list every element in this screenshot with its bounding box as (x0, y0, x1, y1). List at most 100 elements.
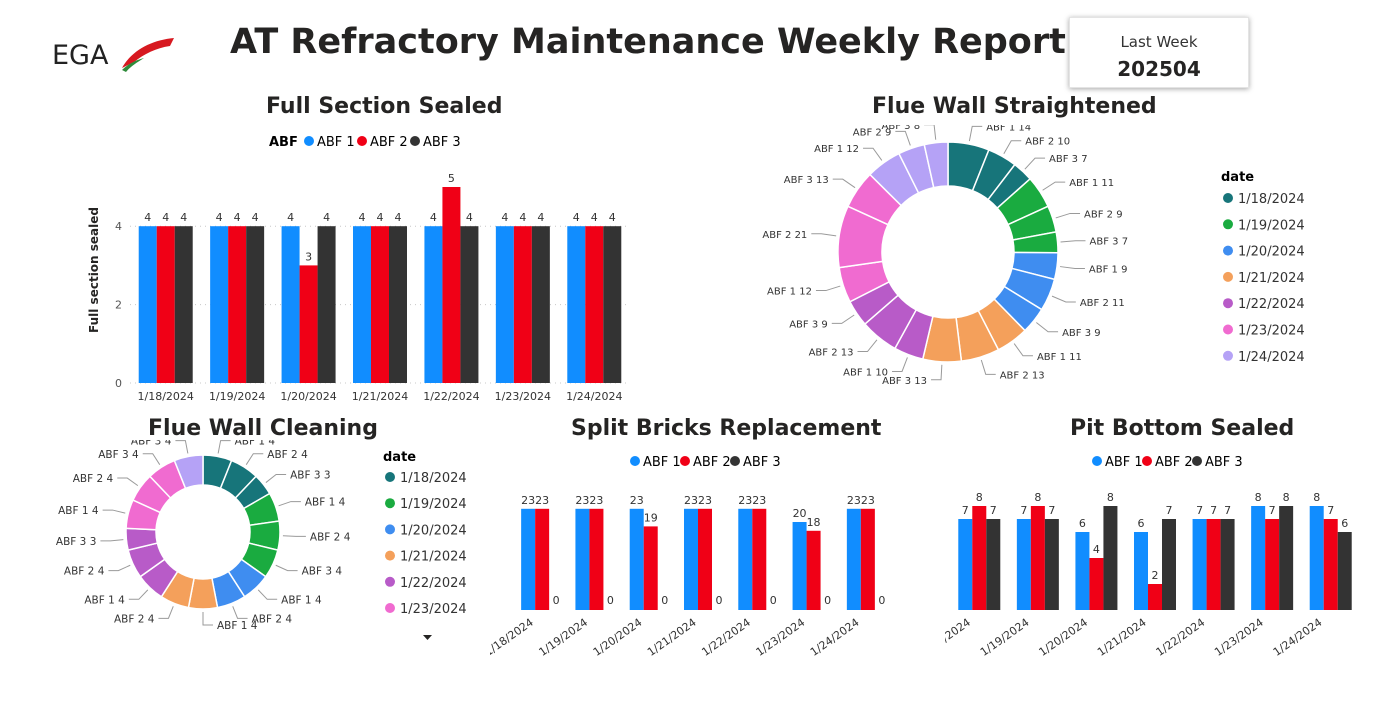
leader-line (857, 339, 878, 353)
leader-line (1024, 157, 1046, 170)
bar-abf2 (1148, 584, 1162, 610)
bar-abf2 (371, 226, 389, 383)
slice-label: ABF 2 13 (809, 348, 854, 359)
x-tick-label: 1/18/2024 (945, 616, 973, 659)
slice-label-category: ABF 1 (1089, 264, 1118, 275)
data-label: 4 (1093, 543, 1100, 556)
data-label: 4 (466, 211, 473, 224)
slice-label-value: 8 (914, 125, 920, 132)
split-bricks-replacement-title: Split Bricks Replacement (571, 416, 882, 441)
slice-label-value: 11 (1069, 352, 1082, 363)
bar-abf1 (424, 226, 443, 383)
slice-label-value: 11 (1101, 178, 1114, 189)
x-tick-label: 1/24/2024 (566, 390, 622, 403)
slice-label-value: 4 (118, 594, 125, 606)
data-label: 23 (847, 494, 861, 507)
legend-marker-date (1223, 271, 1233, 282)
data-label: 4 (162, 211, 169, 224)
leader-line (158, 606, 174, 619)
fwc-date-legend[interactable]: date 1/18/2024 1/19/2024 1/20/2024 1/21/202… (383, 450, 467, 617)
data-label: 4 (591, 211, 598, 224)
legend-marker-abf1 (304, 136, 314, 146)
donut-slice (923, 141, 949, 189)
legend-marker-date (385, 550, 395, 561)
bar-abf3 (389, 226, 407, 383)
data-label: 23 (589, 494, 603, 507)
x-tick-label: 1/18/2024 (490, 616, 536, 659)
flue-wall-cleaning-title: Flue Wall Cleaning (148, 416, 378, 441)
slice-label-category: ABF 1 (843, 367, 872, 378)
leader-line (102, 509, 126, 514)
slice-label: ABF 2 9 (853, 127, 892, 138)
data-label: 20 (793, 507, 807, 520)
slice-label-value: 7 (1081, 154, 1087, 165)
bar-abf1 (738, 508, 753, 610)
bar-abf1 (1309, 506, 1324, 610)
slice-label-value: 4 (344, 531, 351, 543)
bar-abf1 (495, 226, 514, 383)
bar-abf1 (521, 508, 536, 610)
slice-label-value: 3 (324, 470, 331, 482)
legend-label-abf1: ABF 1 (643, 455, 681, 470)
data-label: 4 (252, 211, 259, 224)
fwc-legend-title: date (383, 450, 416, 465)
slice-label-value: 4 (148, 613, 155, 625)
data-label: 0 (553, 594, 560, 607)
slice-label-category: ABF 2 (252, 613, 282, 625)
slice-label: ABF 3 7 (1049, 154, 1088, 165)
bar-abf2 (1206, 519, 1221, 610)
slice-label-value: 4 (335, 566, 342, 578)
bar-abf1 (575, 508, 590, 610)
legend-marker-date (1223, 245, 1233, 256)
legend-label-date: 1/22/2024 (400, 576, 467, 591)
bar-abf1 (1134, 532, 1148, 610)
bar-abf2 (1265, 519, 1280, 610)
slice-label-category: ABF 1 (1037, 352, 1066, 363)
legend-scroll-down-icon[interactable] (423, 635, 432, 640)
leader-line (1036, 322, 1059, 333)
data-label: 4 (359, 211, 366, 224)
slice-label: ABF 2 13 (1000, 370, 1045, 381)
pbs-legend[interactable]: ABF 1 ABF 2 ABF 3 (1092, 455, 1243, 470)
slice-label-category: ABF 3 (882, 125, 911, 132)
fws-legend-title: date (1221, 170, 1254, 185)
x-tick-label: 1/19/2024 (209, 390, 265, 403)
legend-title-abf: ABF (269, 135, 298, 150)
slice-label-value: 4 (339, 497, 346, 509)
period-label: Last Week (1120, 33, 1198, 51)
full-section-sealed-chart: ABF ABF 1 ABF 2 ABF 3 Full section seale… (87, 135, 630, 403)
fss-legend[interactable]: ABF ABF 1 ABF 2 ABF 3 (269, 135, 461, 150)
pit-bottom-sealed-chart: ABF 1 ABF 2 ABF 3 7871/18/20247871/19/20… (945, 455, 1352, 659)
leader-line (278, 501, 301, 507)
slice-label-value: 7 (1122, 237, 1128, 248)
leader-line (831, 314, 855, 324)
ega-logo: EGA (52, 32, 182, 76)
legend-label-abf2: ABF 2 (370, 135, 408, 150)
legend-label-abf3: ABF 3 (1205, 455, 1243, 470)
bar-abf2 (156, 226, 175, 383)
slice-label-value: 9 (1121, 264, 1127, 275)
period-value: 202504 (1117, 57, 1201, 81)
bar-abf2 (1089, 558, 1104, 610)
x-tick-label: 1/20/2024 (591, 616, 645, 659)
slice-label-category: ABF 2 (310, 531, 340, 543)
fws-date-legend[interactable]: date 1/18/2024 1/19/2024 1/20/2024 1/21/202… (1221, 170, 1305, 365)
sbr-legend[interactable]: ABF 1 ABF 2 ABF 3 (630, 455, 781, 470)
leader-line (265, 474, 287, 483)
leader-line (892, 357, 908, 372)
legend-label-abf2: ABF 2 (693, 455, 731, 470)
data-label: 4 (609, 211, 616, 224)
period-card[interactable]: Last Week 202504 (1069, 17, 1249, 88)
bar-abf3 (1220, 519, 1235, 610)
leader-line (175, 440, 189, 454)
bar-abf2 (643, 526, 658, 610)
slice-label-value: 4 (268, 440, 275, 448)
leader-line (1013, 343, 1033, 357)
slice-label-category: ABF 2 (1080, 298, 1109, 309)
data-label: 23 (535, 494, 549, 507)
leader-line (924, 125, 937, 140)
slice-label: ABF 1 4 (58, 505, 99, 517)
